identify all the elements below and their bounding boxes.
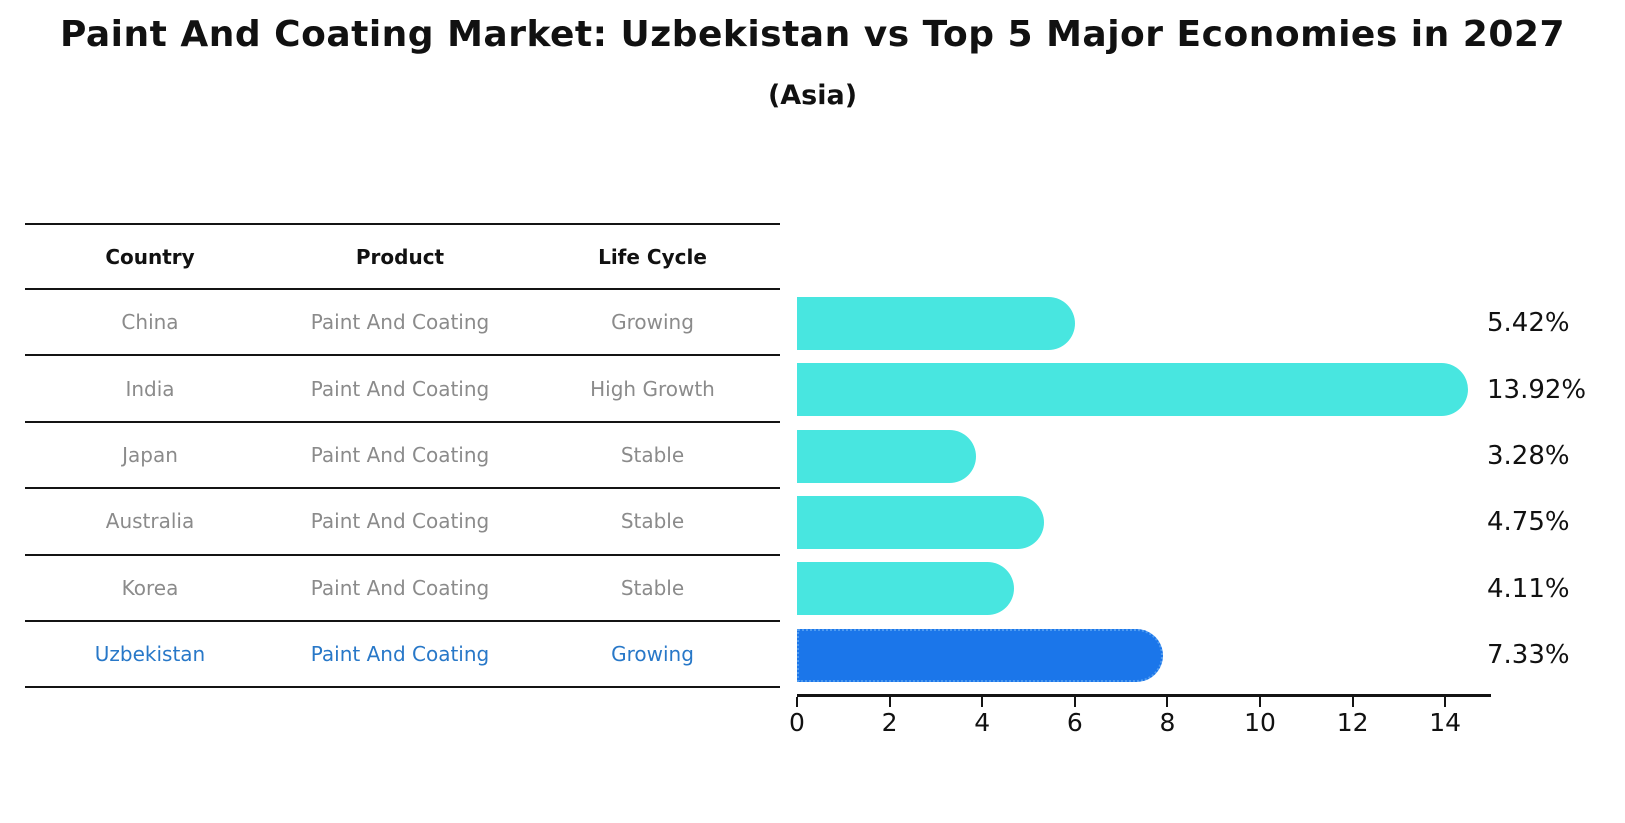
page-title: Paint And Coating Market: Uzbekistan vs … [59, 14, 1566, 55]
value-label: 7.33% [1487, 640, 1570, 671]
cell-country: Uzbekistan [94, 642, 206, 667]
header-cell-country: Country [105, 244, 195, 269]
x-axis-tick [1444, 697, 1447, 707]
value-label: 5.42% [1487, 308, 1570, 339]
x-axis-tick-label: 2 [881, 708, 898, 737]
bar [797, 363, 1469, 417]
cell-product: Paint And Coating [310, 376, 490, 401]
cell-country: Korea [121, 575, 179, 600]
cell-lifecycle: Stable [620, 575, 685, 600]
cell-product: Paint And Coating [310, 509, 490, 534]
page-subtitle: (Asia) [767, 80, 858, 111]
value-label: 3.28% [1487, 441, 1570, 471]
x-axis-tick-label: 10 [1244, 708, 1276, 737]
bar [797, 562, 1015, 616]
table-row: Uzbekistan Paint And Coating Growing [25, 622, 780, 689]
cell-product: Paint And Coating [310, 642, 490, 667]
cell-lifecycle: Growing [611, 310, 694, 335]
table-row: China Paint And Coating Growing [25, 290, 780, 357]
x-axis-tick-label: 12 [1336, 708, 1369, 737]
x-axis-tick-label: 6 [1066, 708, 1083, 737]
x-axis-tick-label: 8 [1159, 708, 1176, 737]
cell-country: Australia [105, 509, 195, 534]
table-header-row: Country Product Life Cycle [25, 225, 780, 290]
table-row: India Paint And Coating High Growth [25, 356, 780, 423]
x-axis-tick [1166, 697, 1169, 707]
cell-country: China [121, 310, 179, 335]
table-body: China Paint And Coating Growing India Pa… [25, 290, 780, 689]
cell-lifecycle: Growing [611, 642, 694, 667]
table-row: Japan Paint And Coating Stable [25, 423, 780, 490]
cell-lifecycle: High Growth [590, 376, 715, 401]
cell-country: Japan [122, 442, 178, 467]
x-axis-tick-label: 0 [789, 708, 805, 737]
table-row: Korea Paint And Coating Stable [25, 556, 780, 622]
bar [797, 296, 1075, 350]
cell-lifecycle: Stable [620, 509, 685, 534]
x-axis-tick [888, 697, 891, 707]
bar [797, 429, 976, 483]
x-axis-tick [796, 697, 798, 707]
value-label: 4.11% [1487, 573, 1570, 604]
x-axis-tick [1073, 697, 1076, 707]
x-axis-tick [1259, 697, 1261, 707]
x-axis-tick [1351, 697, 1354, 707]
header-cell-product: Product [355, 244, 445, 269]
table-row: Australia Paint And Coating Stable [25, 489, 780, 556]
header-cell-lifecycle: Life Cycle [598, 244, 707, 269]
bar [797, 495, 1044, 549]
cell-product: Paint And Coating [310, 575, 490, 600]
data-table: Country Product Life Cycle China Paint A… [25, 223, 780, 689]
cell-product: Paint And Coating [310, 442, 490, 467]
cell-lifecycle: Stable [620, 442, 685, 467]
bar-uzbekistan [797, 628, 1164, 682]
x-axis-tick-label: 4 [974, 708, 991, 737]
value-label: 13.92% [1487, 374, 1587, 405]
cell-product: Paint And Coating [310, 310, 490, 335]
x-axis-tick [981, 697, 984, 707]
x-axis-line [797, 694, 1491, 697]
value-label: 4.75% [1487, 507, 1570, 538]
cell-country: India [125, 376, 175, 401]
x-axis-tick-label: 14 [1429, 708, 1462, 737]
